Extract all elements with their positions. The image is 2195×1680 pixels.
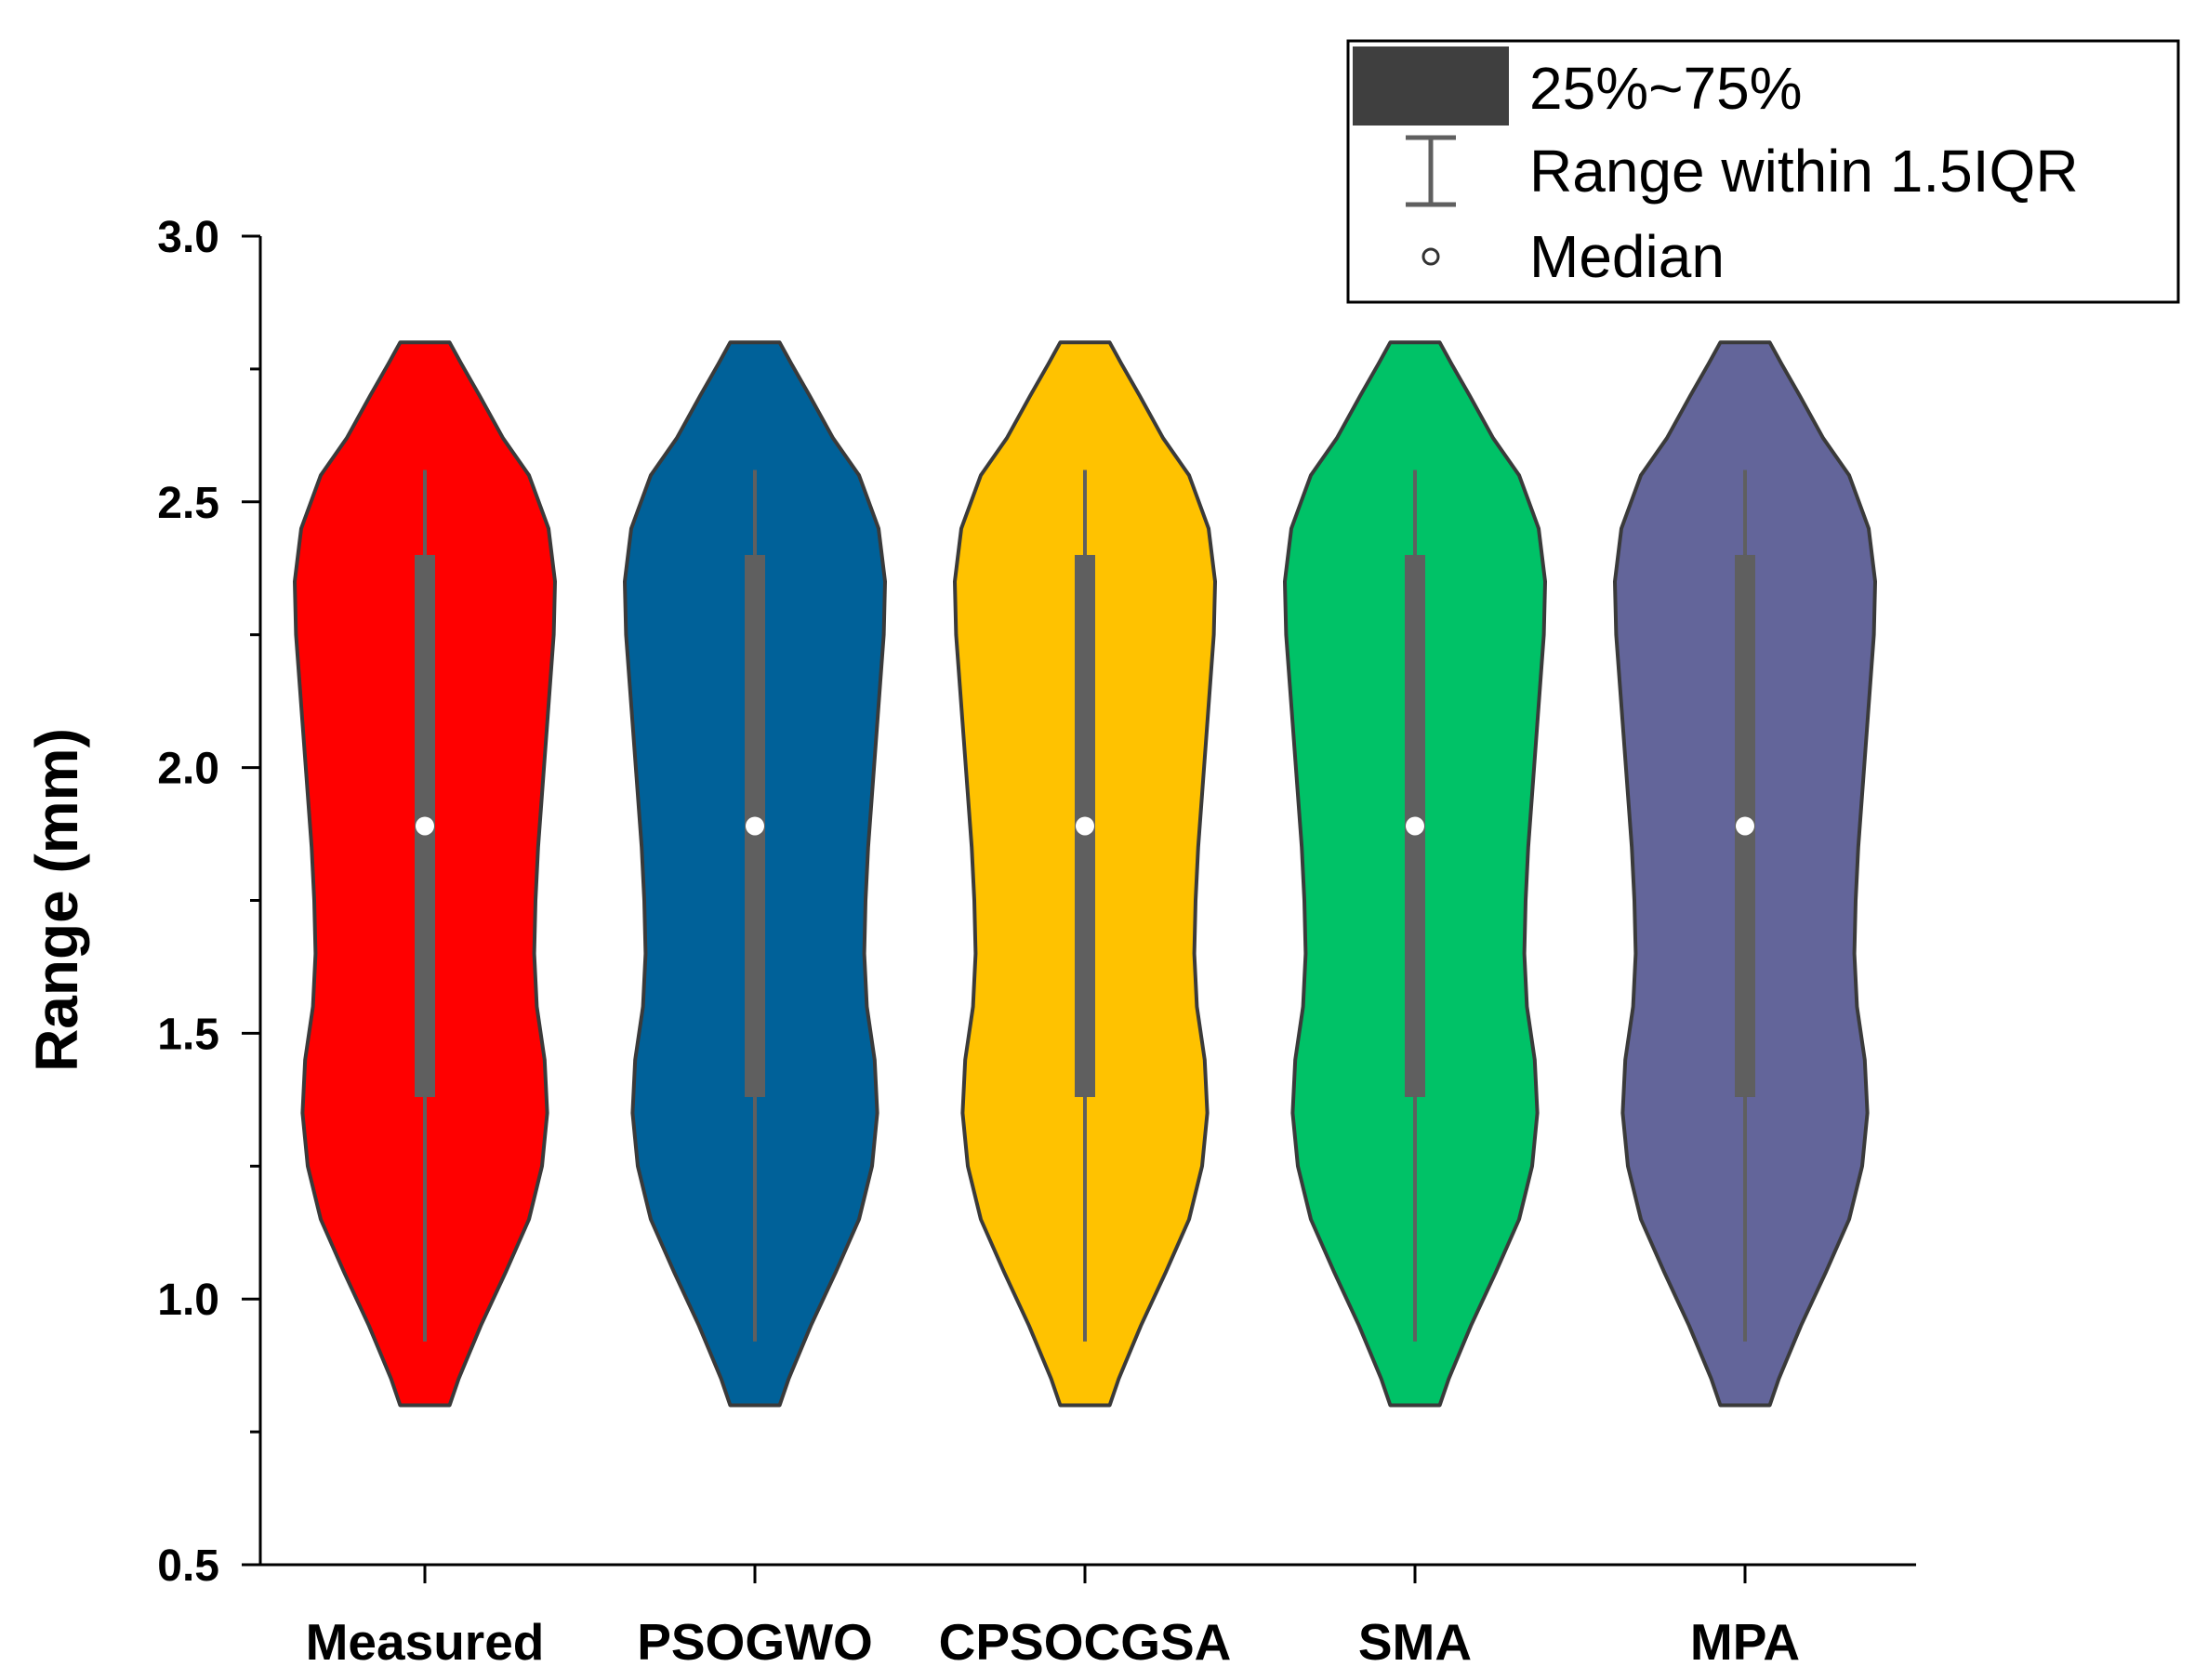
violin-median bbox=[1736, 816, 1754, 836]
legend-box-swatch bbox=[1353, 46, 1509, 126]
x-tick-label: Measured bbox=[306, 1613, 545, 1671]
x-tick-label: PSOGWO bbox=[637, 1613, 873, 1671]
violin-median bbox=[746, 816, 764, 836]
legend-label-iqr: 25%~75% bbox=[1529, 55, 1803, 122]
violin-group bbox=[953, 340, 1217, 1408]
x-tick-label: MPA bbox=[1690, 1613, 1800, 1671]
legend-label-median: Median bbox=[1529, 223, 1725, 290]
y-tick-label: 2.0 bbox=[157, 745, 219, 794]
x-tick-label: CPSOCGSA bbox=[939, 1613, 1232, 1671]
violin-median bbox=[1076, 816, 1094, 836]
y-tick-label: 1.5 bbox=[157, 1010, 219, 1059]
x-tick-label: SMA bbox=[1358, 1613, 1472, 1671]
y-axis-label: Range (mm) bbox=[23, 728, 90, 1072]
y-ticks: 0.5 1.0 1.5 2.0 2.5 3.0 bbox=[157, 213, 260, 1591]
legend-whisker-symbol bbox=[1406, 135, 1456, 207]
violin-median bbox=[416, 816, 434, 836]
violin-group bbox=[623, 340, 887, 1408]
legend-median-symbol bbox=[1421, 247, 1440, 266]
legend-label-whisker: Range within 1.5IQR bbox=[1529, 138, 2079, 205]
y-tick-label: 3.0 bbox=[157, 213, 219, 262]
y-tick-label: 1.0 bbox=[157, 1276, 219, 1325]
x-ticks: Measured PSOGWO CPSOCGSA SMA MPA bbox=[306, 1565, 1800, 1671]
violins-layer bbox=[293, 340, 1877, 1408]
violin-group bbox=[293, 340, 557, 1408]
violin-group bbox=[1613, 340, 1877, 1408]
legend: 25%~75% Range within 1.5IQR Median bbox=[1346, 39, 2180, 304]
y-tick-label: 2.5 bbox=[157, 479, 219, 528]
y-tick-label: 0.5 bbox=[157, 1541, 219, 1591]
violin-median bbox=[1406, 816, 1424, 836]
violin-group bbox=[1283, 340, 1547, 1408]
